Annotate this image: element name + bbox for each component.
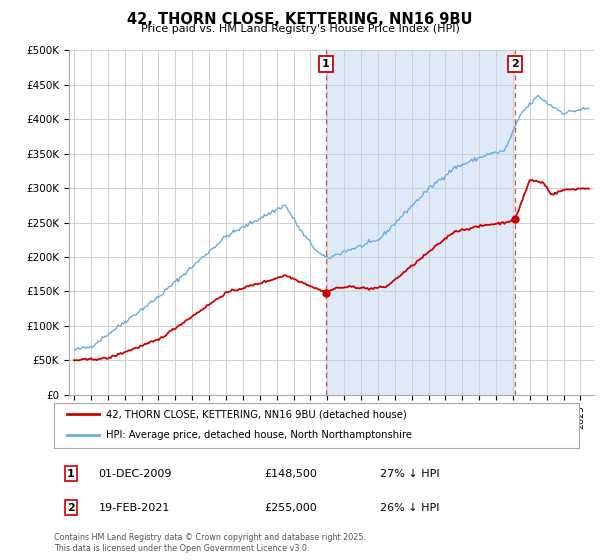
Text: 26% ↓ HPI: 26% ↓ HPI bbox=[380, 502, 439, 512]
Text: 2: 2 bbox=[67, 502, 75, 512]
Text: 42, THORN CLOSE, KETTERING, NN16 9BU: 42, THORN CLOSE, KETTERING, NN16 9BU bbox=[127, 12, 473, 27]
Text: 19-FEB-2021: 19-FEB-2021 bbox=[98, 502, 170, 512]
Text: 1: 1 bbox=[67, 469, 75, 479]
Text: 27% ↓ HPI: 27% ↓ HPI bbox=[380, 469, 439, 479]
Text: 42, THORN CLOSE, KETTERING, NN16 9BU (detached house): 42, THORN CLOSE, KETTERING, NN16 9BU (de… bbox=[107, 409, 407, 419]
Text: £148,500: £148,500 bbox=[264, 469, 317, 479]
Bar bbox=[326, 50, 515, 395]
Text: Contains HM Land Registry data © Crown copyright and database right 2025.
This d: Contains HM Land Registry data © Crown c… bbox=[54, 533, 366, 553]
Text: 1: 1 bbox=[322, 59, 330, 69]
Text: 01-DEC-2009: 01-DEC-2009 bbox=[98, 469, 172, 479]
Text: 2: 2 bbox=[511, 59, 519, 69]
Text: Price paid vs. HM Land Registry's House Price Index (HPI): Price paid vs. HM Land Registry's House … bbox=[140, 24, 460, 34]
Text: HPI: Average price, detached house, North Northamptonshire: HPI: Average price, detached house, Nort… bbox=[107, 431, 413, 441]
Text: £255,000: £255,000 bbox=[264, 502, 317, 512]
